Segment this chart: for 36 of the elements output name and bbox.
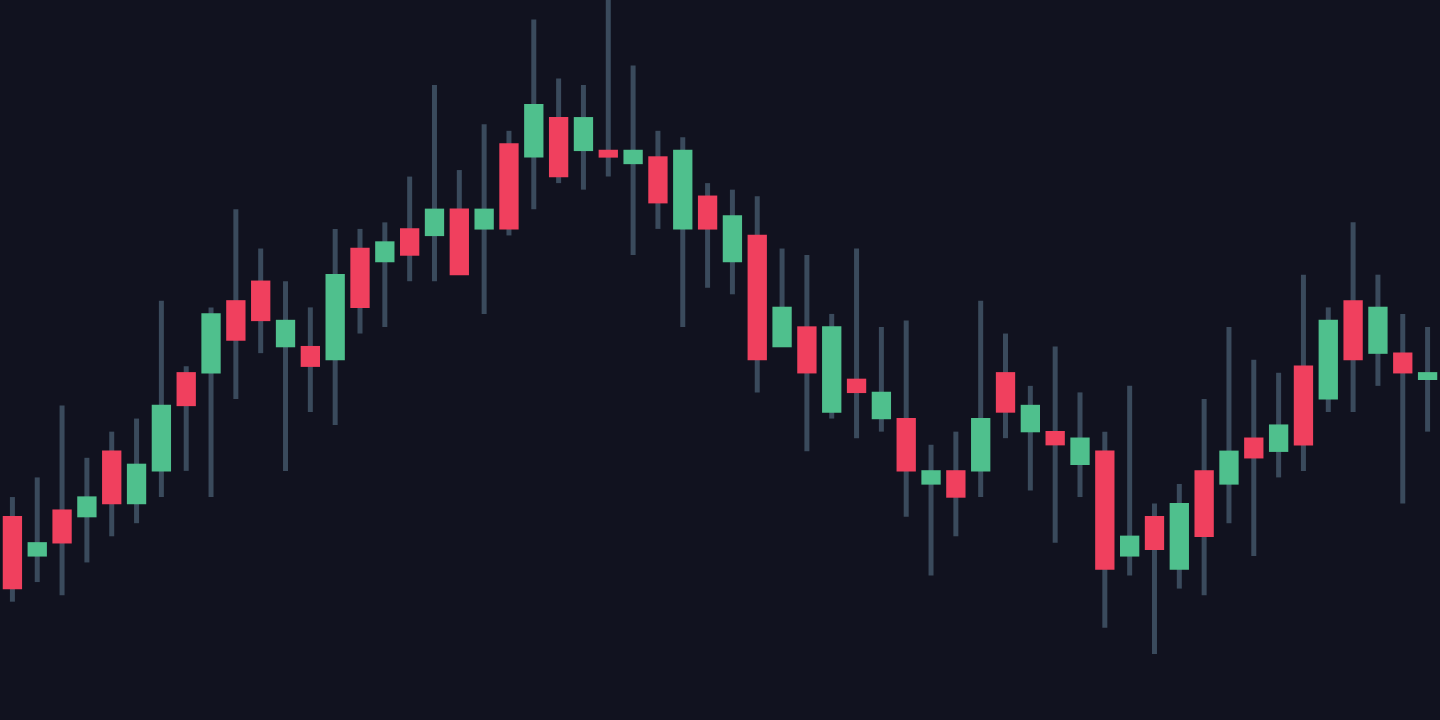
candlestick (400, 174, 420, 284)
candlestick (1119, 383, 1140, 579)
candlestick (1045, 344, 1065, 546)
candlestick (176, 363, 196, 474)
candlestick (474, 121, 494, 317)
candlestick (871, 324, 892, 435)
candlestick (722, 187, 743, 297)
candlestick (77, 455, 97, 565)
candlestick (251, 246, 271, 356)
candlestick (1268, 370, 1289, 480)
candlestick (1070, 389, 1090, 500)
candlestick (946, 429, 966, 539)
candlestick (275, 278, 296, 474)
candlestick (1219, 324, 1239, 526)
candlestick (1393, 311, 1413, 507)
candlestick (1368, 272, 1388, 389)
candlestick (697, 180, 718, 291)
candlestick (126, 416, 147, 526)
candlestick (424, 82, 445, 284)
candlestick (648, 128, 668, 232)
candlestick (921, 442, 941, 579)
candlestick (1244, 357, 1264, 559)
candlestick (1144, 501, 1165, 657)
candlestick (1417, 324, 1438, 435)
candlestick (375, 219, 395, 330)
candlestick (846, 246, 867, 441)
candlestick (623, 62, 643, 258)
candlestick (27, 474, 47, 585)
candlestick (52, 402, 72, 598)
candlestick (797, 252, 817, 454)
candlestick (300, 304, 321, 415)
candlestick (995, 331, 1016, 441)
candlestick (573, 82, 594, 193)
candlestick (772, 246, 792, 350)
candlestick (226, 206, 246, 402)
candlestick (1020, 383, 1041, 493)
